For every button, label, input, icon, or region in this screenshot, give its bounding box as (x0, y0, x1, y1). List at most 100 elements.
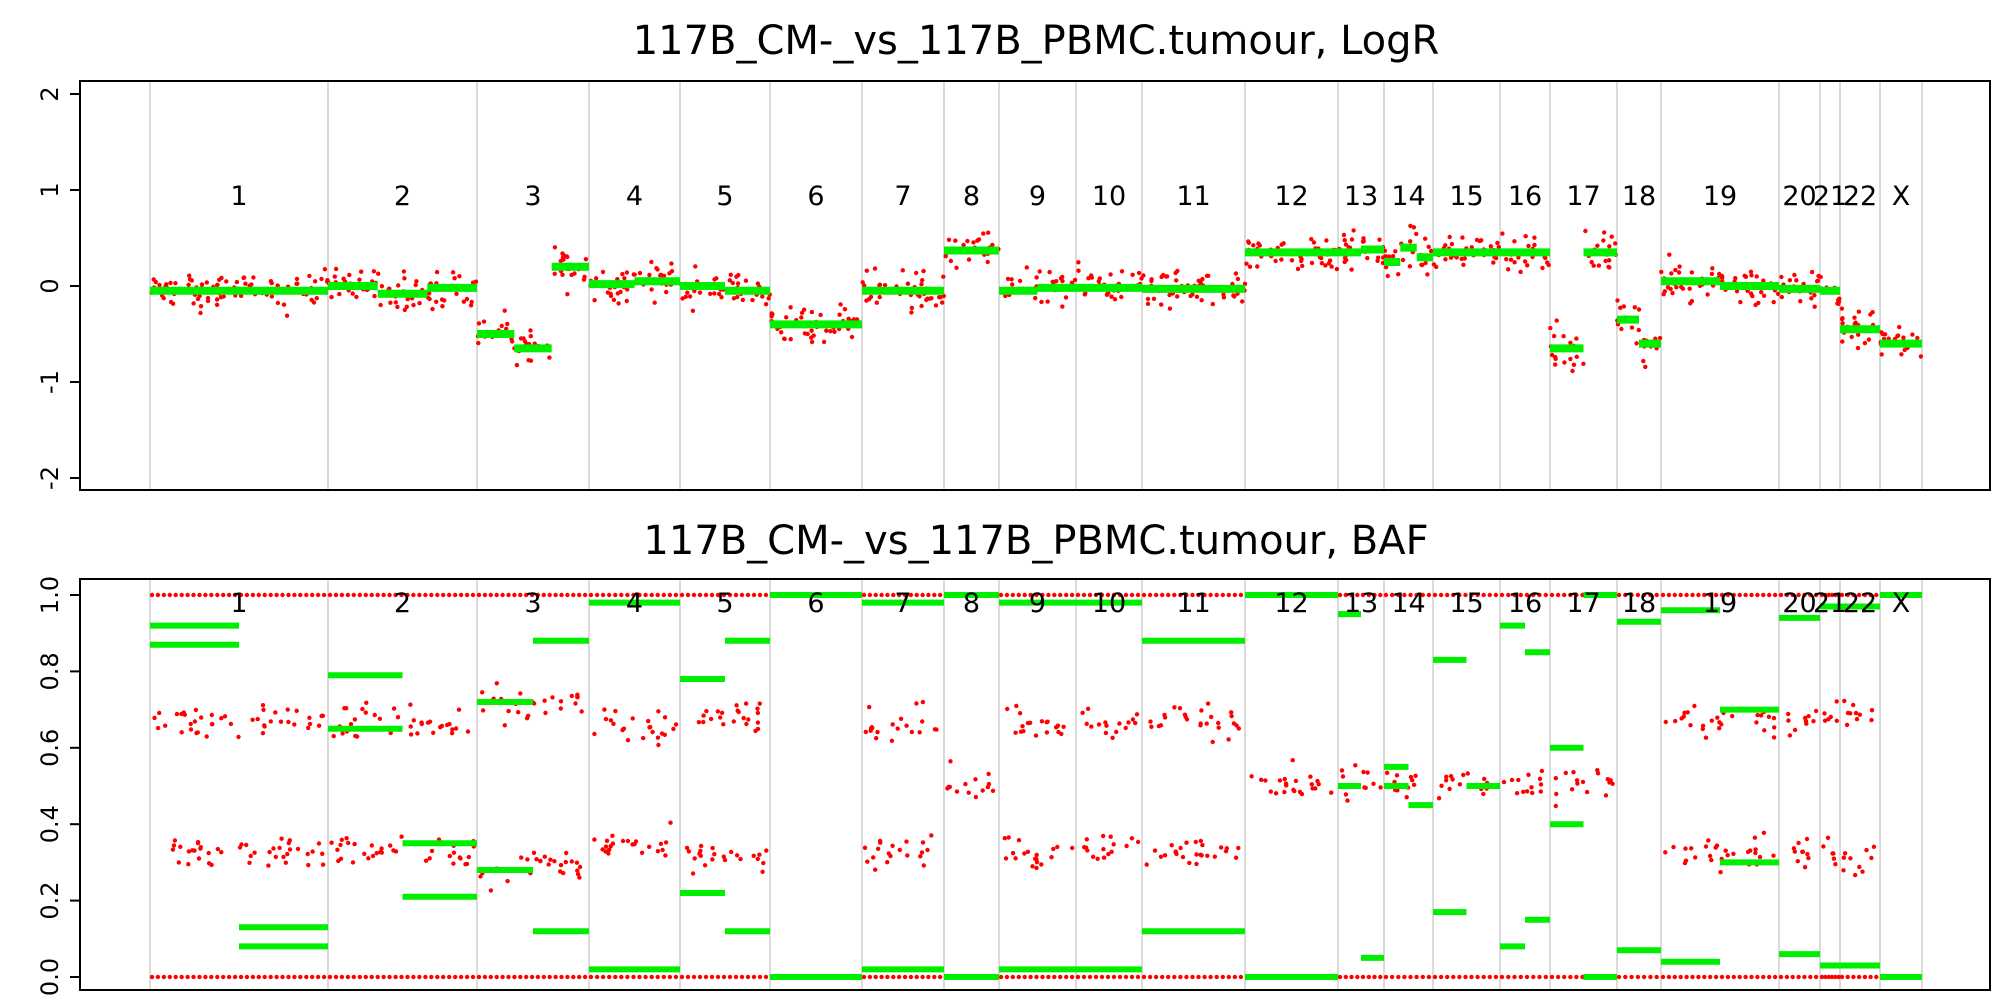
baf-point (215, 974, 220, 980)
baf-point (1537, 974, 1542, 980)
logr-point (1748, 269, 1754, 274)
logr-point (981, 231, 986, 236)
baf-point (905, 853, 910, 858)
baf-point (155, 725, 161, 731)
baf-point (1220, 592, 1226, 598)
logr-point (953, 238, 958, 243)
baf-point (582, 974, 588, 980)
logr-point (1072, 277, 1078, 283)
baf-point (352, 717, 358, 722)
logr-point (311, 300, 317, 305)
baf-point (176, 860, 181, 865)
baf-point (1753, 847, 1758, 852)
baf-point (1226, 592, 1232, 598)
baf-point (1549, 592, 1555, 598)
logr-point (1621, 304, 1627, 309)
baf-point (1493, 974, 1499, 980)
logr-point (1376, 255, 1381, 260)
baf-point (1553, 803, 1559, 809)
baf-point (1731, 974, 1737, 980)
logr-point (1231, 293, 1236, 298)
baf-point (721, 974, 727, 980)
baf-point (1099, 974, 1105, 980)
logr-point (683, 294, 688, 299)
baf-point (1238, 592, 1244, 598)
logr-point (1474, 237, 1480, 243)
baf-point (1070, 845, 1075, 851)
logr-point (413, 282, 418, 288)
baf-point (751, 592, 757, 598)
baf-point (1044, 730, 1050, 735)
baf-point (1214, 592, 1219, 598)
baf-point (429, 974, 434, 980)
baf-point (178, 844, 183, 849)
baf-point (340, 731, 345, 736)
baf-point (1819, 974, 1825, 980)
logr-point (1109, 294, 1114, 299)
logr-point (1341, 232, 1347, 238)
baf-point (1135, 592, 1141, 598)
baf-point (1767, 592, 1772, 598)
baf-point (685, 974, 691, 980)
baf-point (1836, 974, 1841, 980)
logr-point (1136, 270, 1142, 276)
baf-point (1084, 837, 1090, 842)
logr-point (1814, 279, 1820, 284)
logr-point (1574, 336, 1579, 341)
logr-point (1673, 267, 1678, 273)
logr-point (414, 279, 419, 284)
baf-point (1684, 974, 1689, 980)
baf-point (734, 703, 739, 708)
logr-plot-frame (79, 80, 1991, 491)
y-tick-label: 0 (36, 278, 64, 293)
baf-point (375, 974, 380, 980)
baf-point (1524, 592, 1530, 598)
baf-point (753, 728, 758, 734)
baf-point (1526, 772, 1531, 777)
logr-point (849, 334, 855, 340)
baf-point (1700, 723, 1706, 728)
baf-point (170, 847, 176, 852)
logr-point (1750, 293, 1755, 299)
logr-point (1017, 278, 1023, 284)
baf-point (604, 838, 610, 843)
baf-point (453, 592, 458, 598)
logr-point (1105, 291, 1110, 297)
baf-point (1144, 862, 1149, 867)
logr-point (434, 269, 440, 275)
baf-point (248, 853, 253, 859)
baf-point (447, 974, 452, 980)
baf-point (1584, 789, 1590, 795)
logr-point (1037, 269, 1042, 274)
baf-point (667, 974, 673, 980)
baf-point (686, 849, 692, 854)
baf-point (1028, 974, 1033, 980)
baf-point (546, 862, 551, 867)
logr-point (411, 302, 416, 308)
logr-point (450, 270, 456, 275)
baf-point (620, 838, 626, 844)
baf-point (1010, 974, 1015, 980)
baf-point (980, 788, 985, 793)
logr-point (371, 269, 377, 274)
logr-point (1461, 262, 1466, 267)
baf-point (573, 701, 578, 706)
baf-point (494, 592, 499, 598)
baf-point (1166, 974, 1171, 980)
baf-point (896, 974, 902, 980)
baf-point (1752, 835, 1758, 840)
baf-point (1696, 974, 1701, 980)
baf-point (1800, 849, 1806, 854)
baf-point (250, 974, 256, 980)
baf-point (865, 859, 870, 864)
baf-point (506, 708, 511, 714)
baf-point (607, 974, 612, 980)
baf-point (577, 592, 582, 598)
baf-point (1499, 592, 1505, 598)
baf-point (196, 856, 202, 861)
baf-point (1020, 724, 1025, 729)
baf-point (577, 875, 582, 880)
baf-point (1106, 851, 1111, 857)
baf-point (283, 860, 288, 865)
